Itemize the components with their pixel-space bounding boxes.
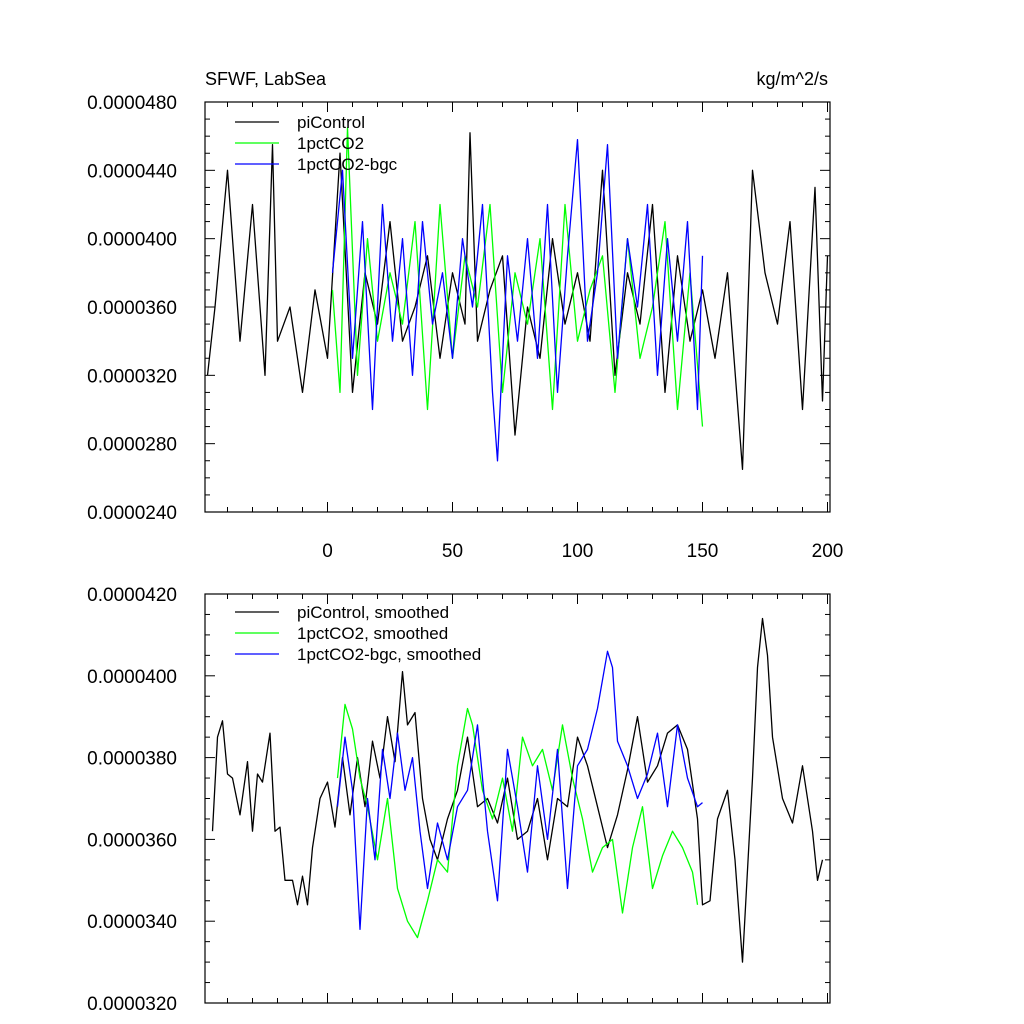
y-tick-label: 0.0000480 (87, 93, 177, 114)
y-tick-label: 0.0000280 (87, 435, 177, 456)
series-line-picontrol (206, 132, 829, 470)
y-tick-label: 0.0000360 (87, 830, 177, 851)
top-chart-panel: SFWF, LabSea kg/m^2/s 0.0000240 0.0000280… (87, 69, 843, 562)
y-tick-label: 0.0000320 (87, 994, 177, 1015)
series-line-1pctco2-smoothed (336, 703, 699, 939)
y-tick-label: 0.0000240 (87, 503, 177, 524)
legend-entry-label: 1pctCO2, smoothed (297, 624, 448, 643)
legend-entry-label: 1pctCO2-bgc (297, 155, 398, 174)
y-tick-label: 0.0000420 (87, 585, 177, 606)
top-chart-title: SFWF, LabSea (205, 69, 327, 89)
x-tick-label: 0 (322, 541, 333, 562)
legend-entry-label: 1pctCO2-bgc, smoothed (297, 645, 481, 664)
legend-entry-label: 1pctCO2 (297, 134, 364, 153)
x-tick-label: 50 (442, 541, 463, 562)
x-tick-label: 150 (687, 541, 719, 562)
legend-entry-label: piControl (297, 113, 365, 132)
y-tick-label: 0.0000320 (87, 366, 177, 387)
y-tick-label: 0.0000340 (87, 912, 177, 933)
bottom-chart-panel: 0.0000320 0.0000340 0.0000360 0.0000380 0.00… (87, 585, 831, 1015)
y-tick-label: 0.0000400 (87, 667, 177, 688)
series-line-1pctco2-bgc (331, 138, 704, 462)
series-line-1pctco2-bgc-smoothed (336, 650, 703, 931)
legend-entry-label: piControl, smoothed (297, 603, 449, 622)
y-tick-label: 0.0000440 (87, 161, 177, 182)
x-tick-label: 200 (812, 541, 844, 562)
y-tick-label: 0.0000380 (87, 749, 177, 770)
y-tick-label: 0.0000360 (87, 298, 177, 319)
top-chart-units-label: kg/m^2/s (757, 69, 828, 89)
x-tick-label: 100 (562, 541, 594, 562)
y-tick-label: 0.0000400 (87, 230, 177, 251)
series-line-1pctco2 (331, 126, 704, 427)
series-line-picontrol-smoothed (211, 617, 824, 963)
